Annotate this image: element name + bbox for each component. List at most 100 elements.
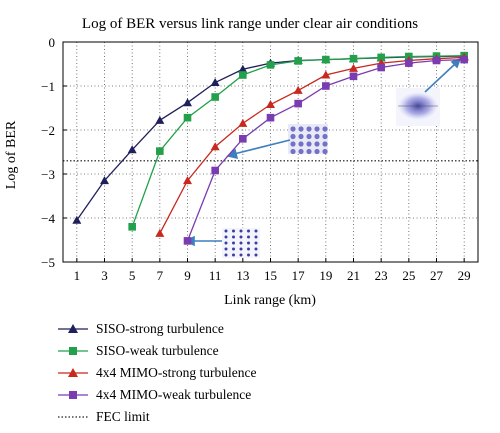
series-line bbox=[159, 56, 465, 234]
constellation-dot bbox=[247, 229, 250, 233]
constellation-cluster bbox=[298, 133, 304, 140]
legend-item-mimo-weak: 4x4 MIMO-weak turbulence bbox=[58, 384, 256, 406]
legend-label: SISO-weak turbulence bbox=[96, 343, 219, 358]
data-point bbox=[294, 99, 302, 108]
legend-swatch bbox=[58, 347, 88, 355]
data-point bbox=[183, 98, 192, 107]
constellation-inset-scattered bbox=[396, 88, 440, 126]
data-point bbox=[349, 54, 358, 63]
x-tick-label: 11 bbox=[209, 268, 222, 283]
constellation-cluster bbox=[298, 126, 304, 132]
data-point bbox=[266, 61, 275, 69]
constellation-dot bbox=[232, 253, 235, 257]
data-point bbox=[72, 215, 82, 224]
data-point bbox=[183, 176, 192, 185]
constellation-dot bbox=[254, 229, 258, 233]
x-tick-label: 25 bbox=[402, 268, 415, 283]
data-point bbox=[405, 59, 413, 67]
constellation-dot bbox=[224, 247, 228, 251]
constellation-cluster bbox=[290, 148, 296, 155]
data-point bbox=[210, 77, 220, 86]
constellation-cluster bbox=[306, 126, 312, 132]
legend-label: SISO-strong turbulence bbox=[96, 321, 224, 336]
y-tick-label: −3 bbox=[41, 167, 55, 182]
grid bbox=[63, 41, 478, 263]
data-point bbox=[266, 99, 275, 108]
constellation-cluster bbox=[290, 141, 296, 147]
x-tick-label: 27 bbox=[430, 268, 444, 283]
axes: 1 3 5 7 9 11 13 15 17 19 21 23 25 27 290−1−2−3−4−5 bbox=[41, 35, 479, 283]
data-point bbox=[349, 63, 358, 72]
x-tick-label: 1 bbox=[74, 268, 81, 283]
legend-swatch bbox=[58, 416, 88, 418]
data-point bbox=[377, 63, 385, 72]
constellation-dot bbox=[224, 229, 228, 233]
x-tick-label: 17 bbox=[292, 268, 306, 283]
plot-frame bbox=[62, 41, 479, 263]
legend-item-siso-weak: SISO-weak turbulence bbox=[58, 340, 256, 362]
legend: SISO-strong turbulence SISO-weak turbule… bbox=[58, 318, 256, 428]
x-tick-label: 23 bbox=[375, 268, 388, 283]
x-tick-label: 15 bbox=[264, 268, 277, 283]
constellation-dot bbox=[254, 247, 258, 251]
data-point bbox=[321, 70, 331, 79]
data-point bbox=[183, 237, 192, 245]
series-3 bbox=[183, 55, 468, 245]
constellation-dot bbox=[232, 235, 235, 239]
legend-item-mimo-strong: 4x4 MIMO-strong turbulence bbox=[58, 362, 256, 384]
data-point bbox=[239, 71, 247, 79]
data-point bbox=[293, 85, 303, 94]
legend-label: FEC limit bbox=[96, 409, 150, 424]
data-point bbox=[210, 142, 220, 151]
constellation-cluster bbox=[306, 148, 312, 155]
legend-swatch bbox=[58, 368, 88, 377]
constellation-dot bbox=[247, 235, 250, 239]
data-point bbox=[239, 135, 247, 143]
constellation-cluster bbox=[290, 126, 296, 132]
constellation-dot bbox=[232, 241, 235, 245]
constellation-cluster bbox=[314, 141, 320, 147]
legend-label: 4x4 MIMO-strong turbulence bbox=[96, 365, 257, 380]
constellation-cluster bbox=[306, 141, 312, 147]
constellation-cluster bbox=[322, 141, 328, 147]
data-point bbox=[432, 56, 441, 65]
constellation-cluster bbox=[322, 126, 328, 132]
constellation-inset-noisy-grid bbox=[288, 124, 328, 155]
constellation-cluster bbox=[322, 148, 328, 155]
legend-swatch bbox=[58, 324, 88, 333]
y-tick-label: 0 bbox=[49, 35, 56, 50]
legend-swatch bbox=[58, 391, 88, 399]
x-tick-label: 9 bbox=[184, 268, 191, 283]
constellation-dot bbox=[254, 235, 258, 239]
data-point bbox=[155, 228, 165, 237]
constellation-cluster bbox=[314, 148, 320, 155]
data-point bbox=[294, 57, 302, 65]
constellation-dot bbox=[224, 235, 228, 239]
constellation-dot bbox=[239, 253, 243, 257]
data-point bbox=[211, 166, 219, 175]
x-tick-label: 21 bbox=[347, 268, 360, 283]
series-layer bbox=[72, 51, 469, 245]
y-axis-label: Log of BER bbox=[4, 120, 19, 189]
constellation-cluster bbox=[298, 148, 304, 155]
constellation-dot bbox=[239, 235, 243, 239]
x-tick-label: 13 bbox=[236, 268, 249, 283]
data-point bbox=[156, 147, 164, 155]
data-point bbox=[460, 55, 468, 64]
x-tick-label: 7 bbox=[157, 268, 164, 283]
legend-label: 4x4 MIMO-weak turbulence bbox=[96, 387, 252, 402]
arrow-to-mimo-weak-29km bbox=[424, 63, 456, 93]
arrow-head bbox=[226, 148, 239, 160]
x-tick-label: 3 bbox=[101, 268, 108, 283]
constellation-dot bbox=[239, 247, 243, 251]
constellation-dot bbox=[224, 253, 228, 257]
constellation-dot bbox=[247, 241, 250, 245]
constellation-cluster bbox=[298, 141, 304, 147]
data-point bbox=[155, 115, 165, 124]
data-point bbox=[377, 53, 385, 62]
constellation-dot bbox=[254, 253, 258, 257]
data-point bbox=[349, 72, 358, 81]
y-tick-label: −1 bbox=[41, 79, 55, 94]
y-tick-label: −4 bbox=[41, 211, 55, 226]
constellation-dot bbox=[232, 229, 235, 233]
